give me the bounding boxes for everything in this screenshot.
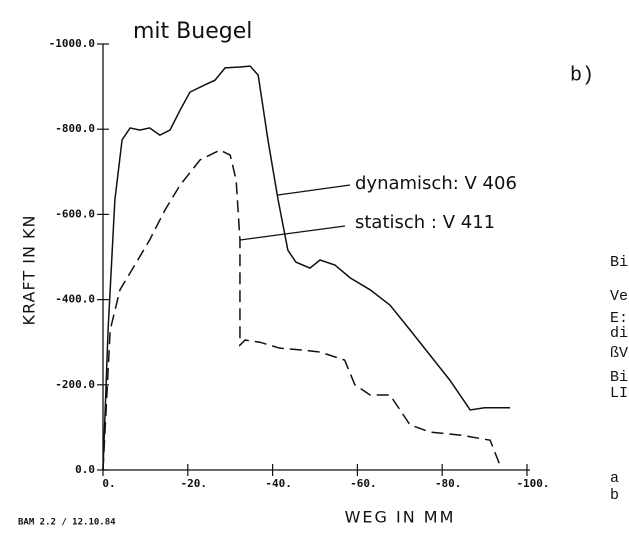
legend-label: dynamisch: V 406 <box>355 173 517 194</box>
x-tick-label: 0. <box>102 477 115 490</box>
chart-title: mit Buegel <box>133 19 252 44</box>
y-tick-label: -600.0 <box>55 207 95 220</box>
x-tick-label: -60. <box>350 477 377 490</box>
side-text: a <box>610 470 619 487</box>
y-axis-label: KRAFT IN KN <box>20 215 39 326</box>
legend-label: statisch : V 411 <box>355 212 495 233</box>
side-text: Bi <box>610 369 628 386</box>
side-text: Ve <box>610 288 628 305</box>
side-text: Bi <box>610 254 628 271</box>
x-tick-label: -80. <box>435 477 462 490</box>
side-text: E: <box>610 310 628 327</box>
x-tick-label: -20. <box>181 477 208 490</box>
legend-leader <box>239 225 346 241</box>
y-tick-label: -800.0 <box>55 122 95 135</box>
y-tick-label: -400.0 <box>55 293 95 306</box>
y-tick-label: -200.0 <box>55 378 95 391</box>
legend-leader <box>277 184 351 196</box>
panel-label: b) <box>570 64 594 87</box>
side-text: LI <box>610 385 628 402</box>
side-text: di <box>610 325 628 342</box>
side-text: ßV <box>610 345 628 362</box>
x-tick-label: -100. <box>516 477 549 490</box>
x-tick-label: -40. <box>265 477 292 490</box>
x-axis-label: WEG IN MM <box>345 508 456 527</box>
footer: BAM 2.2 / 12.10.84 <box>18 518 116 528</box>
data-line <box>102 65 511 471</box>
side-text: b <box>610 487 619 504</box>
data-line <box>102 149 501 471</box>
y-tick-label: 0.0 <box>75 463 95 476</box>
y-tick-label: -1000.0 <box>49 37 95 50</box>
